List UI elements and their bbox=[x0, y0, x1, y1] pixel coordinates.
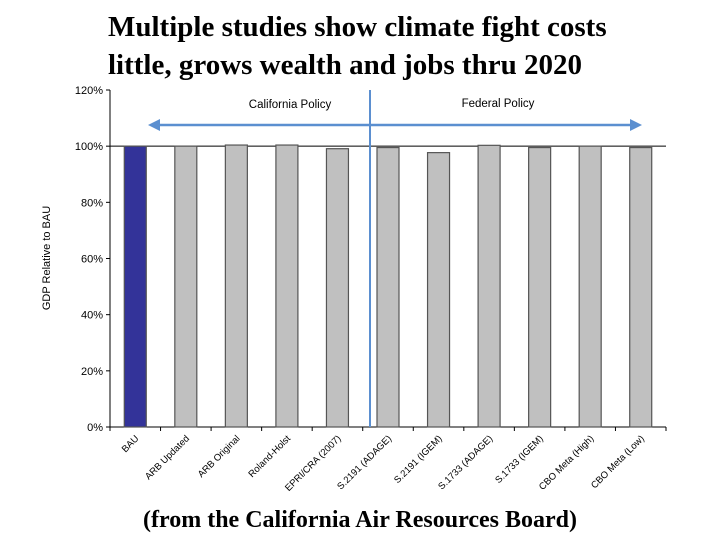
x-tick-label: Roland-Holst bbox=[246, 433, 293, 480]
bar-s-2191-adage- bbox=[376, 146, 400, 428]
y-tick-label: 100% bbox=[75, 141, 103, 153]
title-line-1: Multiple studies show climate fight cost… bbox=[108, 11, 607, 43]
x-tick-label: S.2191 (IGEM) bbox=[392, 433, 445, 486]
arrow-left-head bbox=[148, 119, 160, 131]
y-tick-label: 20% bbox=[81, 366, 103, 378]
y-tick-label: 0% bbox=[87, 422, 103, 434]
bar-s-1733-igem- bbox=[528, 146, 552, 428]
x-tick-label: ARB Updated bbox=[143, 433, 192, 482]
x-tick-label: CBO Meta (Low) bbox=[589, 433, 647, 491]
bar-arb-updated bbox=[174, 145, 198, 428]
bar-roland-holst bbox=[275, 144, 299, 428]
bar-s-2191-igem- bbox=[426, 152, 451, 428]
y-tick-label: 120% bbox=[75, 85, 103, 97]
title-line-2: little, grows wealth and jobs thru 2020 bbox=[108, 49, 582, 81]
bar-bau bbox=[123, 145, 147, 428]
x-tick-label: S.1733 (IGEM) bbox=[493, 433, 546, 486]
bar-cbo-meta-low- bbox=[629, 146, 653, 428]
y-tick-label: 60% bbox=[81, 254, 103, 266]
arrow-right-head bbox=[630, 119, 642, 131]
x-tick-label: BAU bbox=[120, 433, 142, 455]
x-tick-label: ARB Original bbox=[196, 433, 243, 480]
bar-cbo-meta-high- bbox=[578, 145, 602, 428]
source-caption: (from the California Air Resources Board… bbox=[143, 507, 577, 533]
chart-title: Multiple studies show climate fight cost… bbox=[108, 8, 607, 84]
annotation-california-policy: California Policy bbox=[249, 99, 332, 111]
y-tick-label: 80% bbox=[81, 197, 103, 209]
bar-arb-original bbox=[224, 144, 248, 428]
y-axis-label: GDP Relative to BAU bbox=[41, 206, 53, 310]
y-tick-label: 40% bbox=[81, 310, 103, 322]
x-tick-label: S.2191 (ADAGE) bbox=[335, 433, 394, 492]
x-tick-label: CBO Meta (High) bbox=[537, 433, 596, 492]
annotation-federal-policy: Federal Policy bbox=[462, 98, 535, 110]
bar-epri-cra-2007- bbox=[325, 148, 350, 428]
x-tick-label: S.1733 (ADAGE) bbox=[436, 433, 495, 492]
bar-s-1733-adage- bbox=[477, 144, 501, 428]
